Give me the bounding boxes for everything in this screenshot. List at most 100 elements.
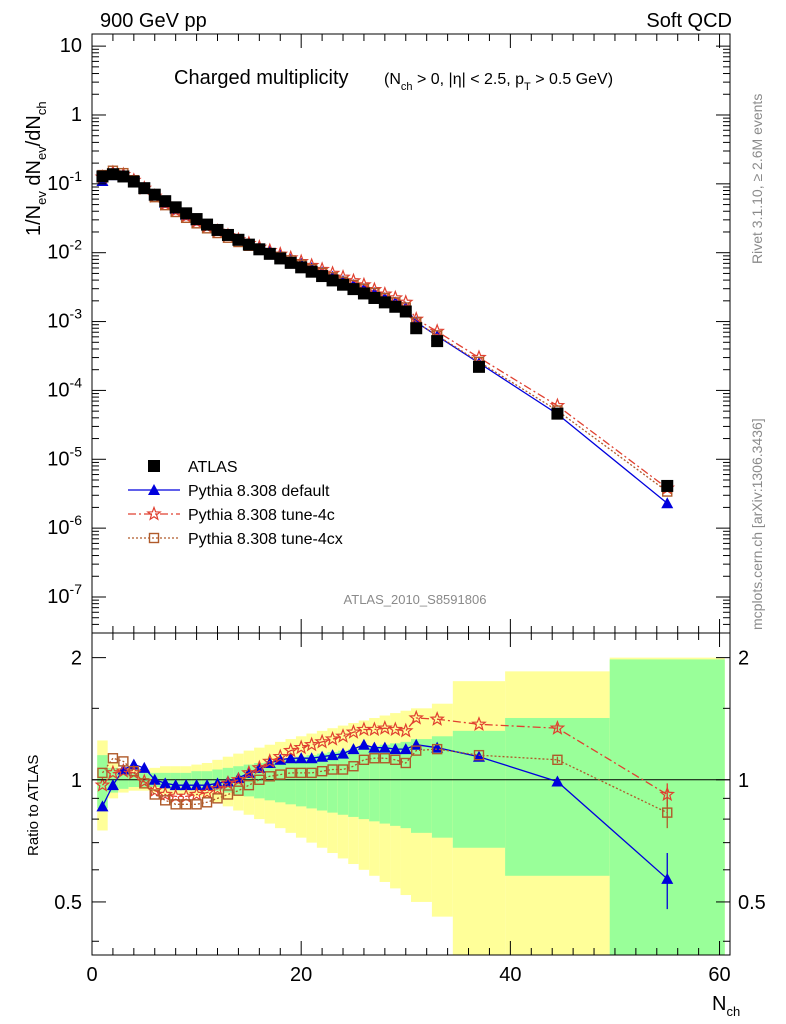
ratio-series-group xyxy=(94,709,676,910)
main-point xyxy=(347,283,360,296)
main-point xyxy=(357,287,370,300)
ratio-point xyxy=(264,771,276,782)
main-point xyxy=(661,479,674,492)
ratio-point xyxy=(282,742,299,758)
main-point xyxy=(263,247,276,260)
ratio-point xyxy=(662,807,673,818)
band-inner-bin xyxy=(295,756,307,807)
band-inner-bin xyxy=(369,746,380,822)
ratio-point xyxy=(180,779,193,791)
ratio-point xyxy=(254,774,265,785)
ratio-point xyxy=(148,773,161,785)
main-point xyxy=(389,300,402,313)
main-series-group xyxy=(94,164,676,509)
ratio-point xyxy=(345,723,362,739)
ratio-panel xyxy=(91,632,731,956)
ratio-y-tick-label: 0.5 xyxy=(54,892,82,914)
ratio-point xyxy=(324,730,341,746)
plot-title-main: Charged multiplicity xyxy=(174,67,349,89)
ratio-point xyxy=(97,767,108,779)
ratio-point xyxy=(379,753,391,764)
ratio-point xyxy=(222,789,234,800)
ratio-point xyxy=(220,775,236,790)
ratio-point xyxy=(357,738,370,750)
main-y-axis-label: 1/Nev dNev/dNch xyxy=(23,101,49,236)
ratio-point xyxy=(209,780,226,796)
ratio-x-axis-label: Nch xyxy=(712,993,740,1019)
ratio-point xyxy=(233,785,244,796)
main-point xyxy=(211,223,224,236)
ratio-point xyxy=(160,795,171,806)
ratio-y-tick-label-right: 1 xyxy=(738,770,749,792)
main-point xyxy=(284,256,297,269)
ratio-point xyxy=(191,799,202,810)
main-point xyxy=(368,291,381,304)
ratio-point xyxy=(399,743,412,755)
ratio-point xyxy=(661,872,674,884)
ratio-point xyxy=(411,745,422,756)
main-point xyxy=(180,207,193,220)
main-point xyxy=(221,228,234,241)
ratio-series-line xyxy=(101,748,668,814)
ratio-point xyxy=(378,741,391,753)
ratio-point xyxy=(295,752,308,764)
ratio-uncertainty-bands xyxy=(97,657,725,955)
legend-marker xyxy=(148,460,160,472)
ratio-point xyxy=(107,753,119,764)
band-inner-bin xyxy=(411,739,432,833)
main-y-tick-label: 10-4 xyxy=(47,374,82,401)
main-point xyxy=(295,261,308,274)
ratio-frame xyxy=(91,632,731,956)
band-inner-bin xyxy=(285,758,296,805)
ratio-point xyxy=(473,749,485,761)
ratio-point xyxy=(410,738,423,750)
band-inner-bin xyxy=(327,752,338,813)
main-point xyxy=(316,270,329,283)
ratio-point xyxy=(316,765,328,777)
band-inner-bin xyxy=(431,736,453,838)
legend-entry: ATLAS xyxy=(148,459,238,476)
rivet-label: Rivet 3.1.10, ≥ 2.6M events xyxy=(749,94,765,264)
main-y-tick-label: 1 xyxy=(71,104,82,126)
ratio-point xyxy=(284,752,297,764)
plot-title-cuts: (Nch > 0, |η| < 2.5, pT > 0.5 GeV) xyxy=(384,71,613,93)
band-inner-bin xyxy=(97,755,108,809)
main-y-tick-label: 10-6 xyxy=(47,512,82,539)
main-point xyxy=(337,278,350,291)
ratio-point xyxy=(241,764,257,780)
ratio-y-tick-label-right: 2 xyxy=(738,648,749,670)
ratio-x-tick-label: 20 xyxy=(290,964,312,986)
ratio-point xyxy=(293,739,309,755)
main-y-tick-label: 10-3 xyxy=(47,306,82,333)
band-inner-bin xyxy=(337,750,349,815)
ratio-point xyxy=(285,767,296,779)
ratio-point xyxy=(348,761,359,772)
ratio-point xyxy=(118,756,129,767)
legend-marker xyxy=(148,532,160,544)
main-point xyxy=(305,265,318,278)
ratio-point xyxy=(337,764,349,775)
ratio-point xyxy=(390,754,401,766)
main-y-tick-label: 10-2 xyxy=(47,237,82,264)
main-y-tick-label: 10-1 xyxy=(47,168,82,195)
main-point xyxy=(138,182,151,195)
ratio-point xyxy=(138,761,151,773)
main-point xyxy=(661,497,674,509)
ratio-point xyxy=(169,779,182,791)
ratio-series-1 xyxy=(94,709,676,807)
ratio-point xyxy=(199,784,215,800)
ratio-x-tick-label: 40 xyxy=(499,964,521,986)
main-point xyxy=(551,407,564,420)
ratio-point xyxy=(327,764,338,775)
ratio-point xyxy=(275,769,286,780)
ratio-x-tick-label: 60 xyxy=(708,964,730,986)
ratio-y-tick-label: 1 xyxy=(71,770,82,792)
legend-entry: Pythia 8.308 tune-4cx xyxy=(128,531,343,548)
ratio-point xyxy=(146,782,163,798)
ratio-point xyxy=(295,767,307,779)
header-right: Soft QCD xyxy=(646,10,732,32)
band-inner-bin xyxy=(306,755,317,809)
ratio-x-tick-label: 0 xyxy=(86,964,97,986)
main-point xyxy=(253,243,266,256)
band-inner-bin xyxy=(400,741,411,829)
